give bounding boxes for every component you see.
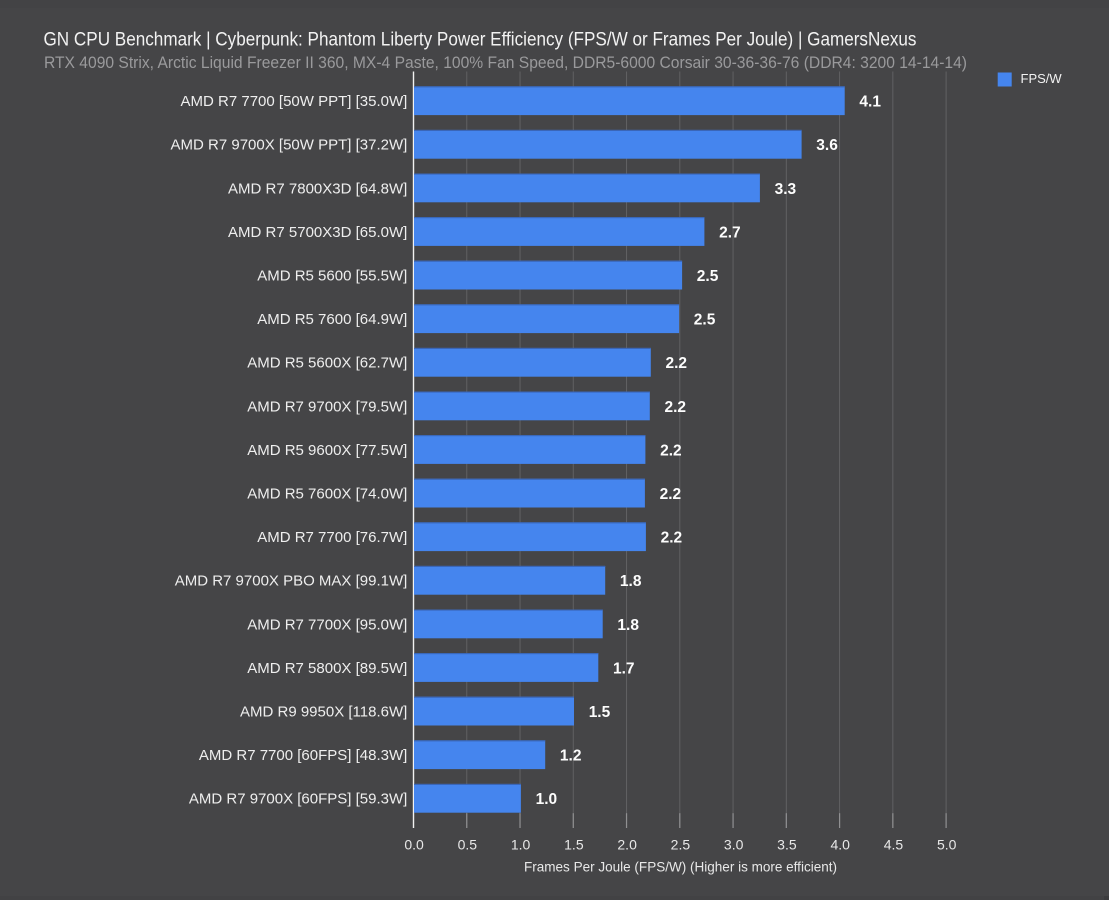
svg-text:AMD R7 5800X [89.5W]: AMD R7 5800X [89.5W]	[247, 660, 407, 677]
svg-text:Frames Per Joule (FPS/W) (High: Frames Per Joule (FPS/W) (Higher is more…	[524, 859, 837, 875]
svg-text:4.5: 4.5	[884, 837, 904, 853]
svg-text:4.0: 4.0	[830, 837, 850, 853]
svg-text:AMD R9 9950X [118.6W]: AMD R9 9950X [118.6W]	[240, 704, 407, 721]
svg-text:1.8: 1.8	[617, 617, 639, 634]
svg-text:2.2: 2.2	[660, 442, 682, 459]
svg-text:AMD R7 7800X3D [64.8W]: AMD R7 7800X3D [64.8W]	[228, 180, 407, 197]
svg-text:2.7: 2.7	[719, 224, 741, 241]
svg-text:2.2: 2.2	[660, 486, 682, 503]
svg-text:AMD R5 5600 [55.5W]: AMD R5 5600 [55.5W]	[257, 268, 407, 285]
svg-text:FPS/W: FPS/W	[1021, 71, 1063, 86]
svg-text:5.0: 5.0	[937, 837, 957, 853]
svg-text:AMD R7 9700X [50W PPT] [37.2W]: AMD R7 9700X [50W PPT] [37.2W]	[171, 137, 408, 154]
svg-text:2.2: 2.2	[665, 399, 687, 416]
svg-text:0.0: 0.0	[404, 837, 424, 853]
svg-text:1.5: 1.5	[564, 837, 584, 853]
svg-text:3.0: 3.0	[724, 837, 744, 853]
svg-text:2.5: 2.5	[694, 312, 716, 329]
svg-text:3.5: 3.5	[777, 837, 797, 853]
svg-text:RTX 4090 Strix, Arctic Liquid: RTX 4090 Strix, Arctic Liquid Freezer II…	[44, 53, 967, 72]
svg-text:AMD R7 7700 [50W PPT] [35.0W]: AMD R7 7700 [50W PPT] [35.0W]	[181, 93, 408, 110]
svg-text:1.8: 1.8	[620, 573, 642, 590]
svg-text:AMD R5 7600 [64.9W]: AMD R5 7600 [64.9W]	[257, 311, 407, 328]
svg-text:AMD R7 9700X [60FPS] [59.3W]: AMD R7 9700X [60FPS] [59.3W]	[189, 791, 407, 808]
svg-text:3.6: 3.6	[816, 137, 838, 154]
svg-text:AMD R5 9600X [77.5W]: AMD R5 9600X [77.5W]	[247, 442, 407, 459]
svg-text:AMD R7 7700X [95.0W]: AMD R7 7700X [95.0W]	[247, 616, 407, 633]
svg-text:2.5: 2.5	[697, 268, 719, 285]
svg-text:4.1: 4.1	[859, 94, 881, 111]
svg-text:1.2: 1.2	[560, 748, 582, 765]
svg-text:AMD R5 5600X [62.7W]: AMD R5 5600X [62.7W]	[247, 355, 407, 372]
svg-text:2.2: 2.2	[666, 355, 688, 372]
svg-text:1.0: 1.0	[511, 837, 531, 853]
svg-text:GN CPU Benchmark | Cyberpunk:: GN CPU Benchmark | Cyberpunk: Phantom Li…	[44, 30, 917, 51]
svg-text:AMD R5 7600X [74.0W]: AMD R5 7600X [74.0W]	[247, 486, 407, 503]
svg-text:1.7: 1.7	[613, 660, 635, 677]
svg-text:AMD R7 7700 [76.7W]: AMD R7 7700 [76.7W]	[257, 529, 407, 546]
svg-text:0.5: 0.5	[458, 837, 478, 853]
svg-text:AMD R7 9700X [79.5W]: AMD R7 9700X [79.5W]	[247, 398, 407, 415]
svg-text:2.2: 2.2	[661, 530, 683, 547]
svg-text:3.3: 3.3	[775, 181, 797, 198]
svg-text:AMD R7 5700X3D [65.0W]: AMD R7 5700X3D [65.0W]	[228, 224, 407, 241]
svg-text:AMD R7 7700 [60FPS] [48.3W]: AMD R7 7700 [60FPS] [48.3W]	[199, 747, 407, 764]
svg-text:1.5: 1.5	[589, 704, 611, 721]
svg-text:2.5: 2.5	[671, 837, 691, 853]
svg-text:1.0: 1.0	[536, 791, 558, 808]
svg-text:AMD R7 9700X PBO MAX [99.1W]: AMD R7 9700X PBO MAX [99.1W]	[175, 573, 408, 590]
svg-text:2.0: 2.0	[617, 837, 637, 853]
